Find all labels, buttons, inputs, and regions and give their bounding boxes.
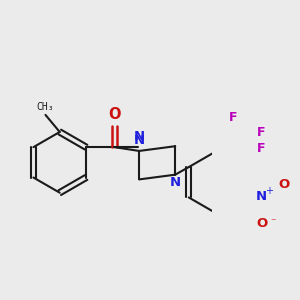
Text: F: F bbox=[257, 126, 265, 140]
Text: ⁻: ⁻ bbox=[270, 218, 275, 227]
Text: N: N bbox=[256, 190, 267, 203]
Text: N: N bbox=[170, 176, 181, 189]
Text: N: N bbox=[134, 134, 145, 147]
Text: F: F bbox=[257, 142, 265, 154]
Text: CH₃: CH₃ bbox=[37, 102, 54, 112]
Text: O: O bbox=[108, 107, 121, 122]
Text: O: O bbox=[278, 178, 290, 191]
Text: +: + bbox=[265, 186, 273, 196]
Text: N: N bbox=[134, 130, 145, 143]
Text: O: O bbox=[256, 218, 268, 230]
Text: F: F bbox=[229, 111, 237, 124]
